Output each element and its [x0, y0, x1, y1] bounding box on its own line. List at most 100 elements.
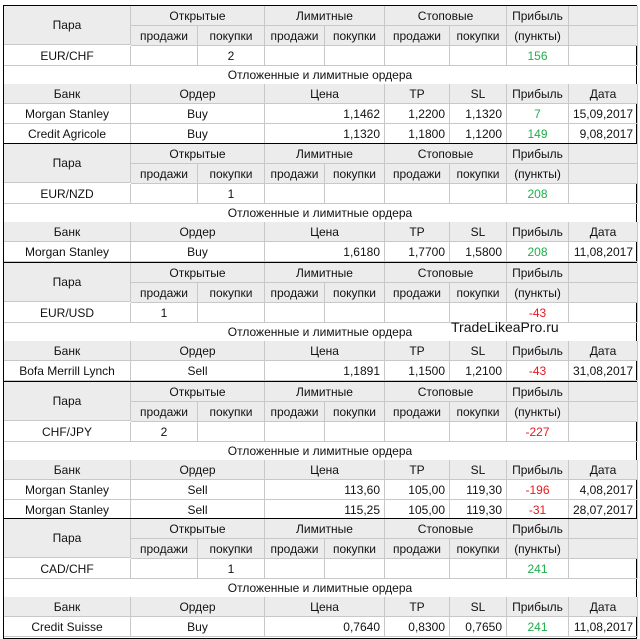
- price-cell[interactable]: 115,25: [265, 500, 385, 520]
- column-header-stop-sell[interactable]: продажи: [385, 26, 450, 46]
- column-header-limit-buy[interactable]: покупки: [325, 402, 385, 422]
- column-header-stop[interactable]: Стоповые: [385, 519, 507, 539]
- sl-cell[interactable]: 1,5800: [450, 242, 507, 262]
- column-header-stop-sell[interactable]: продажи: [385, 539, 450, 559]
- stop-buy-cell[interactable]: [450, 303, 507, 323]
- column-header-bank[interactable]: Банк: [4, 222, 131, 242]
- profit-cell[interactable]: -227: [507, 422, 569, 442]
- limit-sell-cell[interactable]: [265, 184, 325, 204]
- order-type-cell[interactable]: Buy: [131, 124, 265, 144]
- column-header-date[interactable]: Дата: [569, 460, 638, 480]
- stop-sell-cell[interactable]: [385, 422, 450, 442]
- open-sell-cell[interactable]: 2: [131, 422, 198, 442]
- profit-cell[interactable]: 208: [507, 184, 569, 204]
- date-cell[interactable]: 9,08,2017: [569, 124, 638, 144]
- column-header-open-buy[interactable]: покупки: [198, 283, 265, 303]
- column-header-points[interactable]: (пункты): [507, 164, 569, 184]
- column-header-points[interactable]: (пункты): [507, 539, 569, 559]
- column-header-open-buy[interactable]: покупки: [198, 26, 265, 46]
- order-type-cell[interactable]: Buy: [131, 617, 265, 637]
- sl-cell[interactable]: 1,2100: [450, 361, 507, 381]
- column-header-tp[interactable]: TP: [385, 341, 450, 361]
- order-type-cell[interactable]: Sell: [131, 500, 265, 520]
- column-header-limit[interactable]: Лимитные: [265, 263, 385, 283]
- price-cell[interactable]: 113,60: [265, 480, 385, 500]
- column-header-open-buy[interactable]: покупки: [198, 164, 265, 184]
- column-header-limit[interactable]: Лимитные: [265, 144, 385, 164]
- column-header-date[interactable]: Дата: [569, 341, 638, 361]
- tp-cell[interactable]: 1,1500: [385, 361, 450, 381]
- limit-sell-cell[interactable]: [265, 422, 325, 442]
- price-cell[interactable]: 1,1891: [265, 361, 385, 381]
- empty-cell[interactable]: [569, 184, 638, 204]
- stop-sell-cell[interactable]: [385, 184, 450, 204]
- profit-cell[interactable]: 156: [507, 46, 569, 66]
- column-header-order-profit[interactable]: Прибыль: [507, 597, 569, 617]
- column-header-stop-buy[interactable]: покупки: [450, 164, 507, 184]
- empty-cell[interactable]: [569, 382, 638, 402]
- column-header-limit-buy[interactable]: покупки: [325, 539, 385, 559]
- column-header-limit-sell[interactable]: продажи: [265, 283, 325, 303]
- limit-buy-cell[interactable]: [325, 303, 385, 323]
- column-header-price[interactable]: Цена: [265, 222, 385, 242]
- column-header-order-profit[interactable]: Прибыль: [507, 84, 569, 104]
- column-header-price[interactable]: Цена: [265, 460, 385, 480]
- column-header-open[interactable]: Открытые: [131, 6, 265, 26]
- column-header-limit-buy[interactable]: покупки: [325, 283, 385, 303]
- column-header-stop-buy[interactable]: покупки: [450, 283, 507, 303]
- column-header-profit[interactable]: Прибыль: [507, 382, 569, 402]
- date-cell[interactable]: 15,09,2017: [569, 104, 638, 124]
- column-header-price[interactable]: Цена: [265, 341, 385, 361]
- column-header-limit-buy[interactable]: покупки: [325, 26, 385, 46]
- empty-cell[interactable]: [569, 164, 638, 184]
- order-profit-cell[interactable]: 208: [507, 242, 569, 262]
- column-header-open-sell[interactable]: продажи: [131, 164, 198, 184]
- column-header-open-sell[interactable]: продажи: [131, 539, 198, 559]
- order-profit-cell[interactable]: -43: [507, 361, 569, 381]
- stop-buy-cell[interactable]: [450, 46, 507, 66]
- tp-cell[interactable]: 1,1800: [385, 124, 450, 144]
- column-header-stop-buy[interactable]: покупки: [450, 539, 507, 559]
- open-buy-cell[interactable]: [198, 303, 265, 323]
- empty-cell[interactable]: [569, 539, 638, 559]
- limit-sell-cell[interactable]: [265, 303, 325, 323]
- column-header-open-sell[interactable]: продажи: [131, 402, 198, 422]
- limit-buy-cell[interactable]: [325, 422, 385, 442]
- empty-cell[interactable]: [569, 26, 638, 46]
- column-header-limit[interactable]: Лимитные: [265, 382, 385, 402]
- column-header-open[interactable]: Открытые: [131, 382, 265, 402]
- open-buy-cell[interactable]: [198, 422, 265, 442]
- column-header-order[interactable]: Ордер: [131, 341, 265, 361]
- column-header-tp[interactable]: TP: [385, 84, 450, 104]
- sl-cell[interactable]: 119,30: [450, 480, 507, 500]
- column-header-order-profit[interactable]: Прибыль: [507, 460, 569, 480]
- price-cell[interactable]: 1,6180: [265, 242, 385, 262]
- sl-cell[interactable]: 1,1320: [450, 104, 507, 124]
- column-header-stop[interactable]: Стоповые: [385, 263, 507, 283]
- column-header-open[interactable]: Открытые: [131, 263, 265, 283]
- empty-cell[interactable]: [569, 303, 638, 323]
- column-header-open[interactable]: Открытые: [131, 519, 265, 539]
- tp-cell[interactable]: 1,7700: [385, 242, 450, 262]
- column-header-order[interactable]: Ордер: [131, 84, 265, 104]
- bank-cell[interactable]: Credit Agricole: [4, 124, 131, 144]
- sl-cell[interactable]: 119,30: [450, 500, 507, 520]
- column-header-bank[interactable]: Банк: [4, 597, 131, 617]
- column-header-open[interactable]: Открытые: [131, 144, 265, 164]
- column-header-pair[interactable]: Пара: [4, 519, 131, 558]
- date-cell[interactable]: 11,08,2017: [569, 617, 638, 637]
- column-header-bank[interactable]: Банк: [4, 460, 131, 480]
- column-header-open-sell[interactable]: продажи: [131, 283, 198, 303]
- empty-cell[interactable]: [569, 283, 638, 303]
- order-profit-cell[interactable]: 241: [507, 617, 569, 637]
- sl-cell[interactable]: 0,7650: [450, 617, 507, 637]
- limit-buy-cell[interactable]: [325, 46, 385, 66]
- column-header-order[interactable]: Ордер: [131, 460, 265, 480]
- bank-cell[interactable]: Morgan Stanley: [4, 242, 131, 262]
- order-profit-cell[interactable]: -196: [507, 480, 569, 500]
- open-buy-cell[interactable]: 1: [198, 559, 265, 579]
- column-header-sl[interactable]: SL: [450, 597, 507, 617]
- column-header-limit[interactable]: Лимитные: [265, 519, 385, 539]
- column-header-points[interactable]: (пункты): [507, 26, 569, 46]
- empty-cell[interactable]: [569, 46, 638, 66]
